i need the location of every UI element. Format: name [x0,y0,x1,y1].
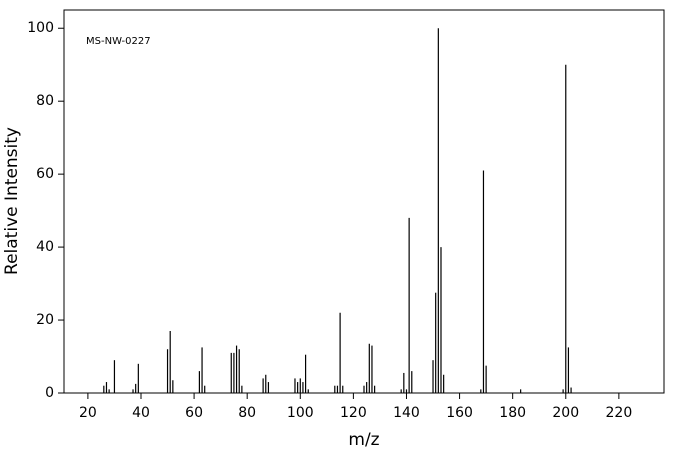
x-tick-label: 80 [238,405,256,421]
x-tick-label: 40 [132,405,150,421]
x-tick-label: 200 [552,405,579,421]
x-axis-label: m/z [348,430,379,450]
annotation: MS-NW-0227 [86,36,151,47]
x-tick-label: 140 [393,405,420,421]
x-tick-label: 60 [185,405,203,421]
y-tick-label: 60 [36,166,54,182]
y-axis-label: Relative Intensity [2,127,22,275]
plot-frame [63,9,665,394]
x-tick-label: 120 [340,405,367,421]
x-tick-label: 180 [499,405,526,421]
x-tick-label: 20 [79,405,97,421]
y-tick-label: 40 [36,239,54,255]
x-tick-label: 100 [287,405,314,421]
y-tick-label: 20 [36,312,54,328]
x-tick-label: 220 [606,405,633,421]
x-tick-label: 160 [446,405,473,421]
y-tick-label: 80 [36,93,54,109]
y-tick-label: 100 [27,20,54,36]
y-tick-label: 0 [45,385,54,401]
